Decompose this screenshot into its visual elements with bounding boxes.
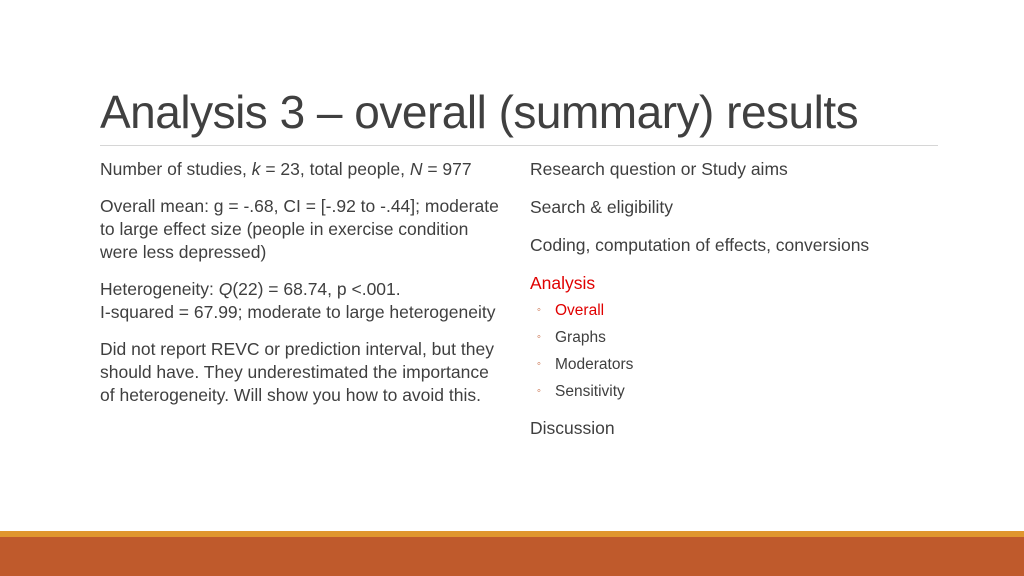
- analysis-subitems: ◦ Overall ◦ Graphs ◦ Moderators ◦ Sensitivit…: [530, 297, 930, 405]
- people-text: = 23, total people,: [260, 159, 410, 179]
- n-value: = 977: [422, 159, 472, 179]
- subitem-graphs: ◦ Graphs: [530, 324, 930, 351]
- studies-summary: Number of studies, k = 23, total people,…: [100, 158, 505, 181]
- subitem-label: Moderators: [555, 356, 634, 373]
- subitem-overall: ◦ Overall: [530, 297, 930, 324]
- subitem-label: Overall: [555, 302, 605, 319]
- bullet-icon: ◦: [537, 358, 541, 370]
- outline-item-coding: Coding, computation of effects, conversi…: [530, 235, 870, 255]
- bullet-icon: ◦: [537, 304, 541, 316]
- footer-accent-thin: [0, 531, 1024, 537]
- left-column: Number of studies, k = 23, total people,…: [100, 158, 505, 421]
- heterogeneity-label: Heterogeneity:: [100, 279, 219, 299]
- heterogeneity: Heterogeneity: Q(22) = 68.74, p <.001. I-…: [100, 278, 505, 324]
- bullet-icon: ◦: [537, 385, 541, 397]
- outline-column: Research question or Study aims Search &…: [530, 158, 930, 455]
- studies-text: Number of studies,: [100, 159, 252, 179]
- subitem-moderators: ◦ Moderators: [530, 351, 930, 378]
- n-symbol: N: [409, 159, 423, 179]
- k-symbol: k: [251, 159, 261, 179]
- subitem-sensitivity: ◦ Sensitivity: [530, 378, 930, 405]
- slide-title: Analysis 3 – overall (summary) results: [100, 86, 859, 138]
- outline-item-research: Research question or Study aims: [530, 159, 788, 179]
- outline-item-analysis: Analysis: [530, 273, 596, 293]
- q-stat: (22) = 68.74, p <.001.: [232, 279, 401, 299]
- overall-mean: Overall mean: g = -.68, CI = [-.92 to -.…: [100, 196, 499, 262]
- subitem-label: Graphs: [555, 329, 606, 346]
- outline-item-search: Search & eligibility: [530, 197, 673, 217]
- bullet-icon: ◦: [537, 331, 541, 343]
- revc-note: Did not report REVC or prediction interv…: [100, 339, 494, 405]
- outline-item-discussion: Discussion: [530, 418, 615, 438]
- subitem-label: Sensitivity: [555, 383, 625, 400]
- title-divider: [100, 145, 938, 146]
- footer-accent-bar: [0, 537, 1024, 576]
- q-symbol: Q: [218, 279, 233, 299]
- i-squared: I-squared = 67.99; moderate to large het…: [100, 302, 496, 322]
